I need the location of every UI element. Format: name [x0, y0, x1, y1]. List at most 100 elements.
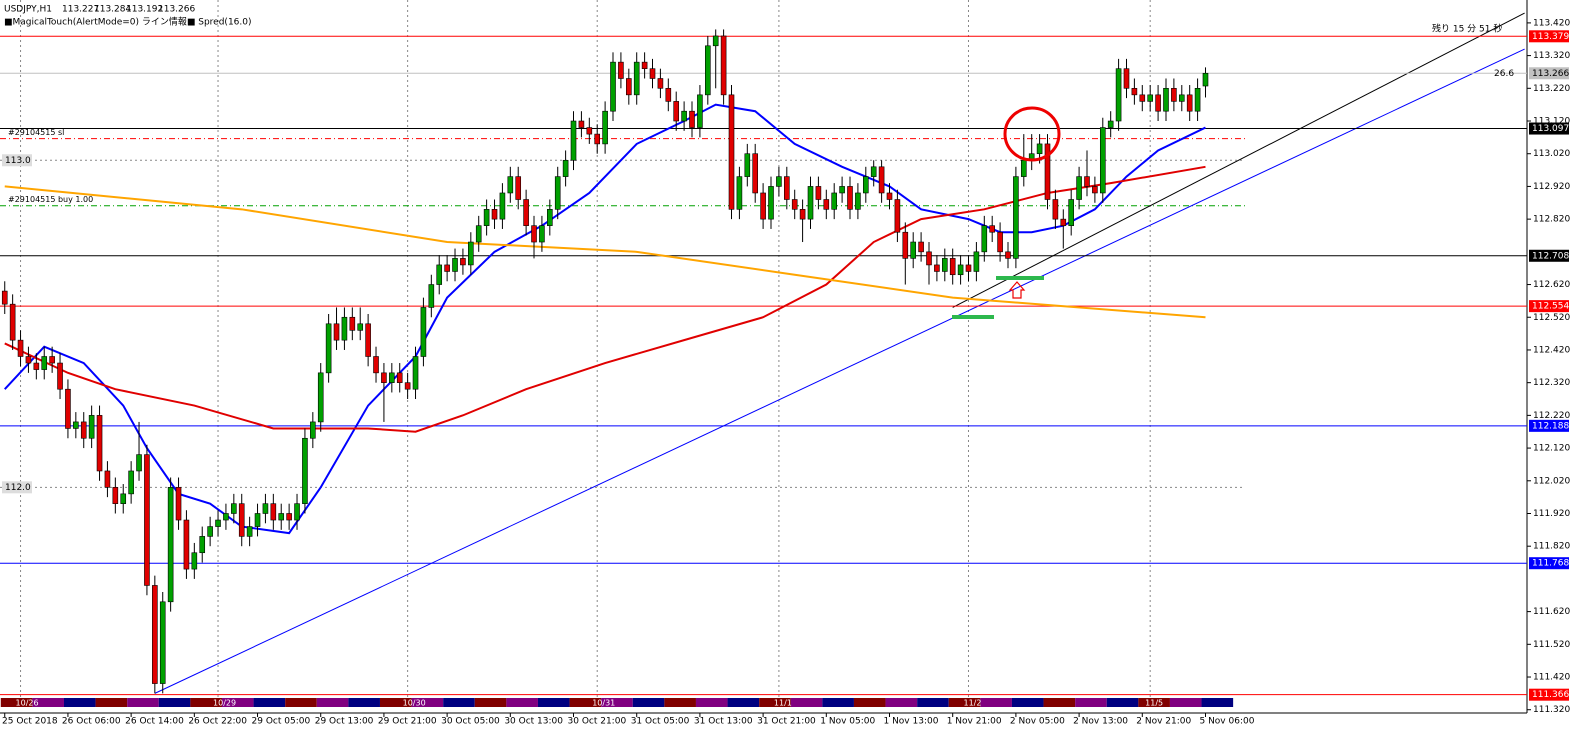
x-tick-label: 26 Oct 22:00 — [188, 717, 247, 727]
price-box — [1529, 249, 1569, 262]
candle-body — [807, 186, 814, 220]
y-tick-label: 112.520 — [1533, 313, 1570, 323]
session-strip — [822, 698, 854, 707]
candle-body — [112, 487, 119, 504]
session-strip — [727, 698, 760, 707]
x-tick-label: 29 Oct 13:00 — [315, 717, 374, 727]
candle-body — [104, 470, 111, 488]
session-strip — [190, 698, 222, 707]
candle-body — [744, 153, 751, 177]
candle-body — [25, 356, 32, 364]
candle-body — [167, 487, 174, 603]
day-label: 10/31 — [592, 699, 615, 708]
session-strip — [569, 698, 602, 707]
x-tick-label: 30 Oct 05:00 — [441, 717, 500, 727]
candle-body — [1147, 94, 1153, 102]
x-tick-label: 30 Oct 13:00 — [504, 717, 563, 727]
moving-average — [4, 103, 1206, 535]
order-label: #29104515 buy 1.00 — [8, 195, 93, 204]
candle-body — [475, 225, 482, 243]
candle-body — [760, 192, 766, 220]
y-tick-label: 113.320 — [1533, 51, 1570, 61]
candle-body — [831, 192, 838, 210]
x-tick-label: 5 Nov 06:00 — [1199, 717, 1254, 727]
session-strip — [348, 698, 380, 707]
session-strip — [790, 698, 823, 707]
candle-body — [863, 176, 869, 194]
x-tick-label: 26 Oct 14:00 — [125, 717, 184, 727]
header-value: 113.266 — [158, 5, 195, 15]
candle-body — [357, 323, 364, 331]
candle-body — [855, 192, 861, 210]
candle-body — [128, 470, 134, 495]
candle-body — [539, 225, 545, 243]
session-strip — [158, 698, 191, 707]
candle-body — [618, 61, 624, 79]
y-tick-label: 113.120 — [1533, 117, 1570, 127]
candle-body — [73, 421, 79, 429]
candle-body — [294, 503, 300, 521]
candle-body — [412, 356, 419, 390]
candle-body — [1036, 143, 1043, 155]
y-tick-label: 112.020 — [1533, 476, 1570, 486]
candle-body — [673, 101, 680, 122]
candle-body — [215, 519, 221, 527]
y-tick-label: 112.320 — [1533, 378, 1570, 388]
session-strip — [664, 698, 696, 707]
candle-body — [523, 199, 529, 226]
level-label: 112.0 — [5, 483, 31, 493]
candle-body — [389, 372, 395, 383]
y-tick-label: 111.320 — [1533, 705, 1570, 715]
candle-body — [1178, 94, 1185, 102]
candle-body — [57, 362, 63, 390]
candle-body — [483, 209, 490, 226]
candle-body — [317, 372, 324, 423]
x-tick-label: 1 Nov 21:00 — [947, 717, 1002, 727]
candle-body — [223, 513, 229, 521]
candle-body — [784, 176, 790, 200]
session-strip — [316, 698, 349, 707]
candle-body — [325, 323, 332, 374]
candle-body — [531, 225, 537, 243]
candle-body — [554, 176, 561, 210]
candle-body — [1020, 159, 1027, 177]
indicator-label: ■MagicalTouch(AlertMode=0) ライン情報■ Spred(… — [4, 16, 252, 28]
y-tick-label: 113.220 — [1533, 84, 1570, 94]
session-strip — [917, 698, 949, 707]
candle-body — [262, 503, 269, 514]
candle-body — [870, 166, 877, 177]
candle-body — [689, 110, 695, 128]
candle-body — [246, 526, 253, 537]
candle-body — [1155, 94, 1161, 112]
candle-body — [633, 61, 640, 96]
y-tick-label: 113.420 — [1533, 18, 1570, 28]
pip-distance: 26.6 — [1494, 69, 1514, 79]
x-tick-label: 1 Nov 05:00 — [820, 717, 875, 727]
session-strip — [759, 698, 791, 707]
day-label: 10/26 — [16, 699, 39, 708]
session-strip — [980, 698, 1012, 707]
candle-body — [657, 78, 664, 89]
price-box-label: 112.708 — [1532, 251, 1569, 261]
y-tick-label: 113.020 — [1533, 149, 1570, 159]
candle-body — [1084, 176, 1090, 187]
x-tick-label: 2 Nov 05:00 — [1010, 717, 1065, 727]
candle-body — [578, 120, 585, 128]
session-strip — [63, 698, 96, 707]
session-strip — [537, 698, 570, 707]
session-strip — [1138, 698, 1170, 707]
candle-body — [847, 186, 853, 210]
price-box — [1529, 122, 1569, 135]
moving-average — [4, 185, 1206, 319]
candle-body — [468, 241, 474, 266]
candle-body — [649, 68, 656, 79]
candle-body — [712, 35, 719, 47]
candle-body — [136, 454, 142, 472]
candle-body — [815, 186, 822, 200]
day-label: 11/5 — [1145, 699, 1163, 708]
header-value: 113.284 — [94, 5, 131, 15]
candle-body — [736, 176, 743, 210]
candle-body — [491, 209, 498, 220]
candle-body — [1115, 68, 1122, 122]
session-strip — [695, 698, 728, 707]
